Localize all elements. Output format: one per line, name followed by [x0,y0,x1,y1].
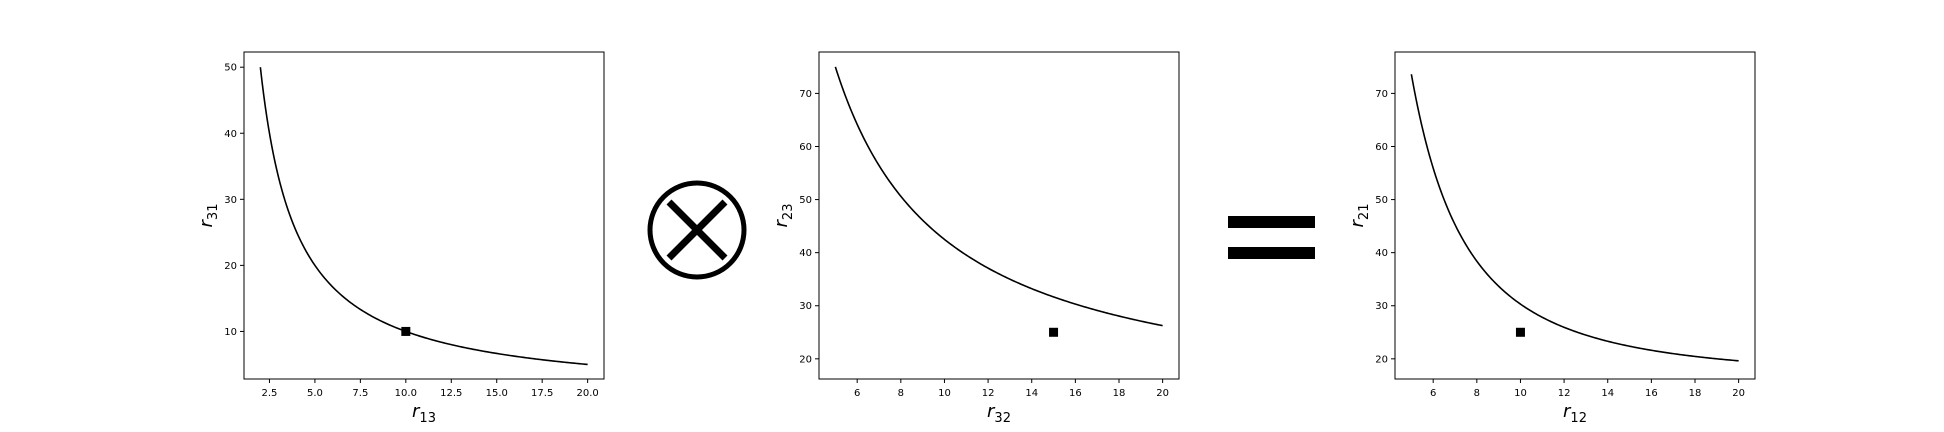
y-axis-label: r23 [771,204,796,228]
y-tick-label: 10 [224,327,237,338]
curve-line [834,66,1163,327]
y-tick-label: 40 [1375,248,1388,259]
x-tick-label: 10 [1514,388,1527,399]
x-tick-label: 16 [1069,388,1082,399]
y-tick-label: 20 [799,354,812,365]
y-tick-label: 60 [799,142,812,153]
x-tick-label: 12 [982,388,995,399]
x-tick-label: 20 [1156,388,1169,399]
chart-r31-vs-r13: 2.5 5.0 7.5 10.0 12.5 15.0 17.5 20.0 10 20 30 40 50 r… [196,51,605,426]
chart-r21-vs-r12: 6 8 10 12 14 16 18 20 20 30 40 50 60 70 r12 r21 [1347,51,1756,426]
x-tick-label: 2.5 [262,388,278,399]
plot-frame [243,51,605,380]
x-tick-label: 6 [1430,388,1436,399]
plot-frame [818,51,1180,380]
x-tick-label: 10 [938,388,951,399]
x-tick-label: 7.5 [352,388,368,399]
chart-r23-vs-r32: 6 8 10 12 14 16 18 20 20 30 40 50 60 70 r32 r23 [771,51,1180,426]
x-tick-label: 12.5 [440,388,462,399]
x-axis-label: r12 [1563,401,1587,426]
y-tick-label: 30 [799,301,812,312]
y-tick-label: 60 [1375,142,1388,153]
x-axis-label: r32 [987,401,1011,426]
y-tick-label: 70 [799,89,812,100]
equals-icon [1228,216,1315,259]
y-tick-label: 70 [1375,89,1388,100]
x-tick-label: 16 [1645,388,1658,399]
x-tick-label: 18 [1689,388,1702,399]
curve-line [259,67,588,366]
x-tick-label: 17.5 [531,388,553,399]
x-tick-label: 18 [1113,388,1126,399]
x-tick-label: 8 [898,388,904,399]
y-axis-label: r21 [1347,204,1372,228]
x-tick-label: 8 [1474,388,1480,399]
y-axis-label: r31 [196,204,221,228]
y-tick-label: 40 [799,248,812,259]
square-marker [1515,327,1525,337]
x-tick-label: 14 [1025,388,1038,399]
y-tick-label: 20 [1375,354,1388,365]
y-tick-label: 50 [799,195,812,206]
square-marker [401,326,411,336]
plot-frame [1394,51,1756,380]
x-tick-label: 5.0 [307,388,323,399]
x-tick-label: 10.0 [395,388,417,399]
x-tick-label: 6 [854,388,860,399]
y-tick-label: 40 [224,129,237,140]
y-tick-label: 30 [1375,301,1388,312]
square-marker [1049,327,1059,337]
x-tick-label: 15.0 [486,388,508,399]
x-tick-label: 20 [1732,388,1745,399]
circled-times-icon [647,180,747,280]
y-tick-label: 50 [224,63,237,74]
y-tick-label: 50 [1375,195,1388,206]
curve-line [1410,74,1739,362]
x-tick-label: 12 [1558,388,1571,399]
x-tick-label: 14 [1601,388,1614,399]
x-axis-label: r13 [412,401,436,426]
x-tick-label: 20.0 [577,388,599,399]
y-tick-label: 30 [224,195,237,206]
y-tick-label: 20 [224,261,237,272]
